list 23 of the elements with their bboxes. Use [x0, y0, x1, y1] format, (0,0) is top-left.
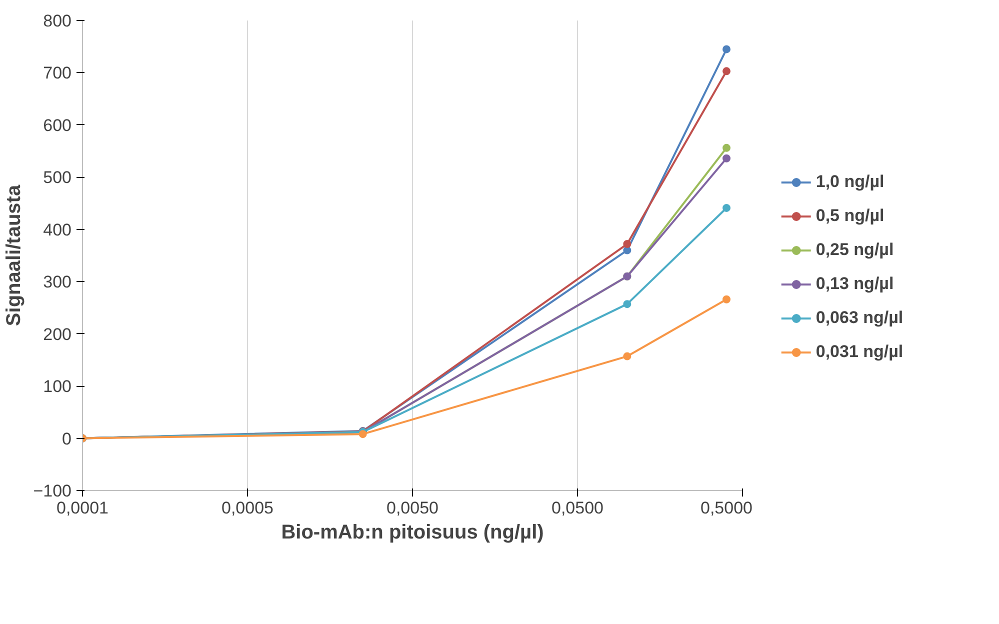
legend-label: 1,0 ng/µl [816, 172, 884, 192]
y-tick-label: 100 [43, 377, 72, 396]
y-tick-label: 800 [43, 12, 72, 30]
x-tick-label: 0,0005 [222, 498, 274, 518]
legend-label: 0,063 ng/µl [816, 308, 904, 328]
x-tick-label: 0,0500 [552, 498, 604, 518]
y-tick-label: 700 [43, 64, 72, 83]
y-tick-label: 200 [43, 324, 72, 344]
x-axis-title: Bio-mAb:n pitoisuus (ng/µl) [281, 522, 544, 544]
x-tick-label: 0,5000 [700, 498, 753, 518]
legend-label: 0,13 ng/µl [816, 274, 894, 294]
y-tick-label: 300 [43, 272, 72, 292]
y-tick-label: −100 [33, 482, 72, 500]
y-tick-label: 600 [43, 116, 72, 135]
y-tick-label: 400 [43, 220, 72, 240]
legend-label: 0,031 ng/µl [816, 342, 904, 362]
legend-label: 0,25 ng/µl [816, 240, 894, 260]
y-tick-label: 0 [62, 429, 72, 448]
y-axis-title: Signaali/tausta [3, 184, 26, 326]
legend-label: 0,5 ng/µl [816, 206, 884, 226]
x-tick-label: 0,0050 [386, 498, 438, 518]
y-tick-label: 500 [43, 168, 72, 188]
x-tick-label: 0,0001 [56, 498, 108, 518]
